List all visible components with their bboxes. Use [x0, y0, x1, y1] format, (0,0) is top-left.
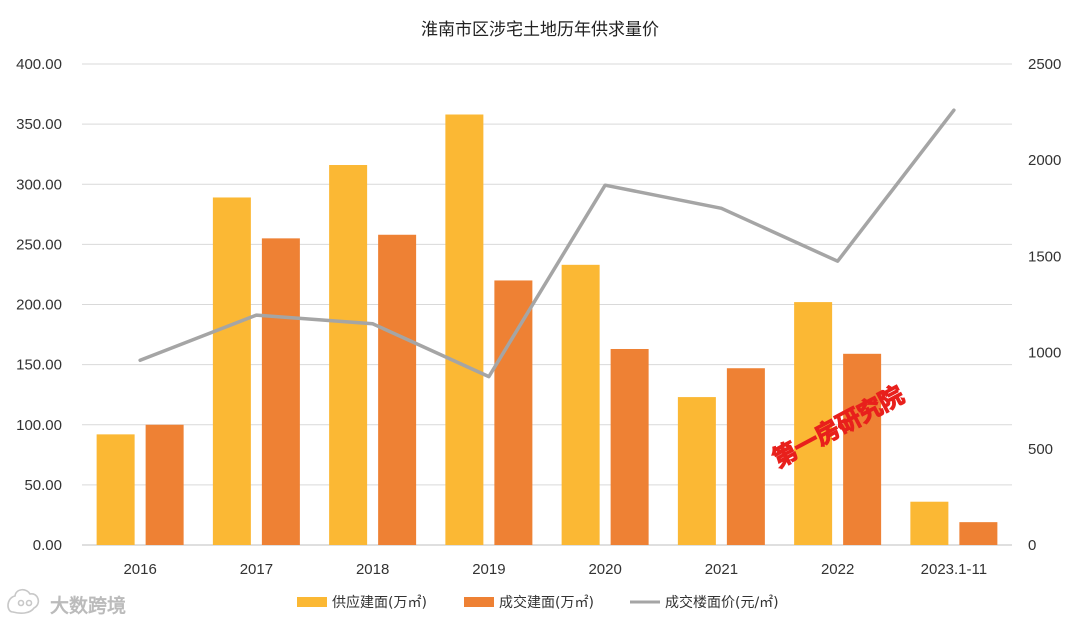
logo-text: 大数跨境	[50, 594, 126, 617]
chart-title: 淮南市区涉宅土地历年供求量价	[421, 20, 659, 40]
price-point	[953, 109, 955, 111]
y-left-tick-label: 200.00	[16, 297, 62, 314]
price-point	[837, 260, 839, 262]
y-right-tick-label: 0	[1028, 537, 1036, 554]
price-point	[255, 314, 257, 316]
bar-supply	[329, 165, 368, 545]
x-tick-label: 2016	[123, 561, 156, 578]
y-left-tick-label: 400.00	[16, 56, 62, 73]
bar-supply	[445, 114, 484, 545]
x-tick-label: 2019	[472, 561, 505, 578]
bar-deal	[726, 368, 765, 545]
bar-deal	[378, 234, 417, 545]
y-left-tick-label: 50.00	[24, 477, 62, 494]
y-left-tick-label: 150.00	[16, 357, 62, 374]
bar-deal	[610, 348, 649, 545]
bar-supply	[561, 264, 600, 545]
y-right-tick-label: 2500	[1028, 56, 1061, 73]
y-right-tick-label: 2000	[1028, 152, 1061, 169]
bar-supply	[910, 501, 949, 545]
price-point	[604, 184, 606, 186]
watermark-text: 第一房研究院	[768, 381, 908, 473]
x-tick-label: 2018	[356, 561, 389, 578]
legend-label-deal: 成交建面(万㎡)	[499, 594, 594, 611]
x-tick-label: 2023.1-11	[921, 561, 987, 578]
price-point	[488, 376, 490, 378]
legend: 供应建面(万㎡) 成交建面(万㎡) 成交楼面价(元/㎡)	[297, 594, 779, 611]
x-tick-label: 2021	[705, 561, 738, 578]
legend-swatch-supply	[297, 597, 327, 607]
x-axis: 2016 2017 2018 2019 2020 2021 2022 2023.1-11	[123, 561, 987, 578]
y-left-tick-label: 0.00	[33, 537, 62, 554]
price-point	[139, 359, 141, 361]
price-point	[720, 207, 722, 209]
y-left-tick-label: 300.00	[16, 176, 62, 193]
legend-label-price: 成交楼面价(元/㎡)	[665, 594, 779, 611]
watermark: 第一房研究院	[767, 380, 908, 474]
bars	[96, 114, 998, 546]
y-axis-right: 0 500 1000 1500 2000 2500	[1028, 56, 1061, 554]
x-tick-label: 2017	[240, 561, 273, 578]
y-left-tick-label: 250.00	[16, 236, 62, 253]
y-right-tick-label: 1000	[1028, 345, 1061, 362]
x-tick-label: 2022	[821, 561, 854, 578]
y-right-tick-label: 500	[1028, 441, 1053, 458]
legend-swatch-deal	[464, 597, 494, 607]
bar-supply	[212, 197, 251, 546]
y-right-tick-label: 1500	[1028, 248, 1061, 265]
bubble-logo-icon	[7, 588, 40, 614]
bar-deal	[145, 424, 184, 545]
x-tick-label: 2020	[588, 561, 621, 578]
price-line	[138, 108, 956, 379]
bar-supply	[677, 397, 716, 545]
price-line-path	[138, 108, 956, 379]
bar-deal	[261, 238, 300, 546]
bar-supply	[96, 434, 135, 545]
y-axis-left: 0.00 50.00 100.00 150.00 200.00 250.00 300.00 3…	[16, 56, 62, 554]
bar-deal	[959, 522, 998, 545]
bar-deal	[843, 353, 882, 545]
bar-deal	[494, 280, 533, 545]
price-point	[372, 323, 374, 325]
y-left-tick-label: 100.00	[16, 417, 62, 434]
legend-label-supply: 供应建面(万㎡)	[332, 594, 427, 611]
y-left-tick-label: 350.00	[16, 116, 62, 133]
logo: 大数跨境	[7, 588, 126, 617]
bar-supply	[794, 302, 833, 545]
